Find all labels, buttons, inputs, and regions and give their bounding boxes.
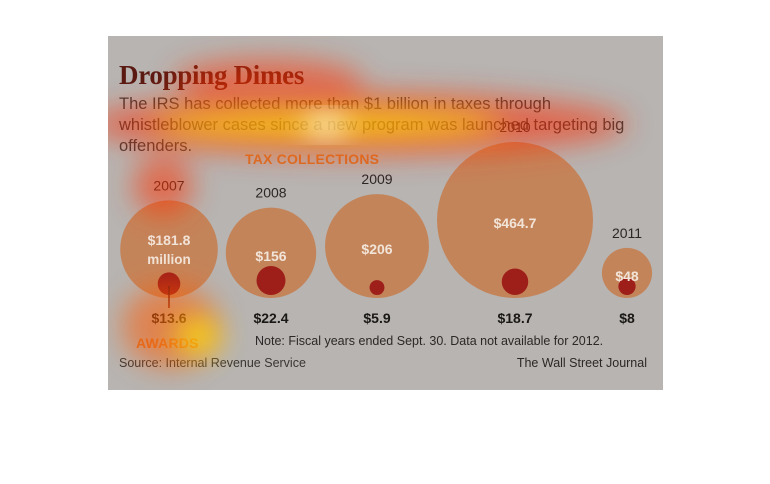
collections-value-label: $181.8 [148, 232, 191, 248]
year-label: 2007 [153, 177, 184, 193]
awards-value-label: $13.6 [151, 310, 186, 326]
collections-bubble [601, 247, 653, 298]
collections-value-label: $156 [255, 248, 286, 264]
collections-bubble [120, 200, 218, 298]
chart-credit: The Wall Street Journal [516, 356, 647, 370]
year-label: 2009 [361, 171, 392, 187]
awards-bubble [618, 277, 636, 295]
year-label: 2011 [612, 225, 642, 241]
collections-bubble [437, 142, 593, 298]
year-label: 2010 [499, 119, 530, 135]
awards-value-label: $22.4 [253, 310, 288, 326]
awards-bubble [256, 266, 286, 295]
awards-value-label: $5.9 [363, 310, 390, 326]
collections-bubble [325, 194, 429, 298]
year-label: 2008 [255, 185, 286, 201]
awards-value-label: $8 [619, 310, 635, 326]
infographic-card: Dropping Dimes The IRS has collected mor… [108, 36, 663, 390]
awards-label: AWARDS [136, 335, 199, 351]
chart-source: Source: Internal Revenue Service [119, 356, 306, 370]
collections-bubble [225, 207, 317, 298]
collections-unit-label: million [147, 252, 191, 267]
chart-note: Note: Fiscal years ended Sept. 30. Data … [255, 334, 604, 348]
collections-value-label: $464.7 [494, 215, 537, 231]
awards-bubble [369, 280, 385, 295]
collections-value-label: $206 [361, 241, 392, 257]
awards-bubble [501, 268, 529, 295]
collections-value-label: $48 [615, 268, 639, 284]
awards-value-label: $18.7 [497, 310, 532, 326]
